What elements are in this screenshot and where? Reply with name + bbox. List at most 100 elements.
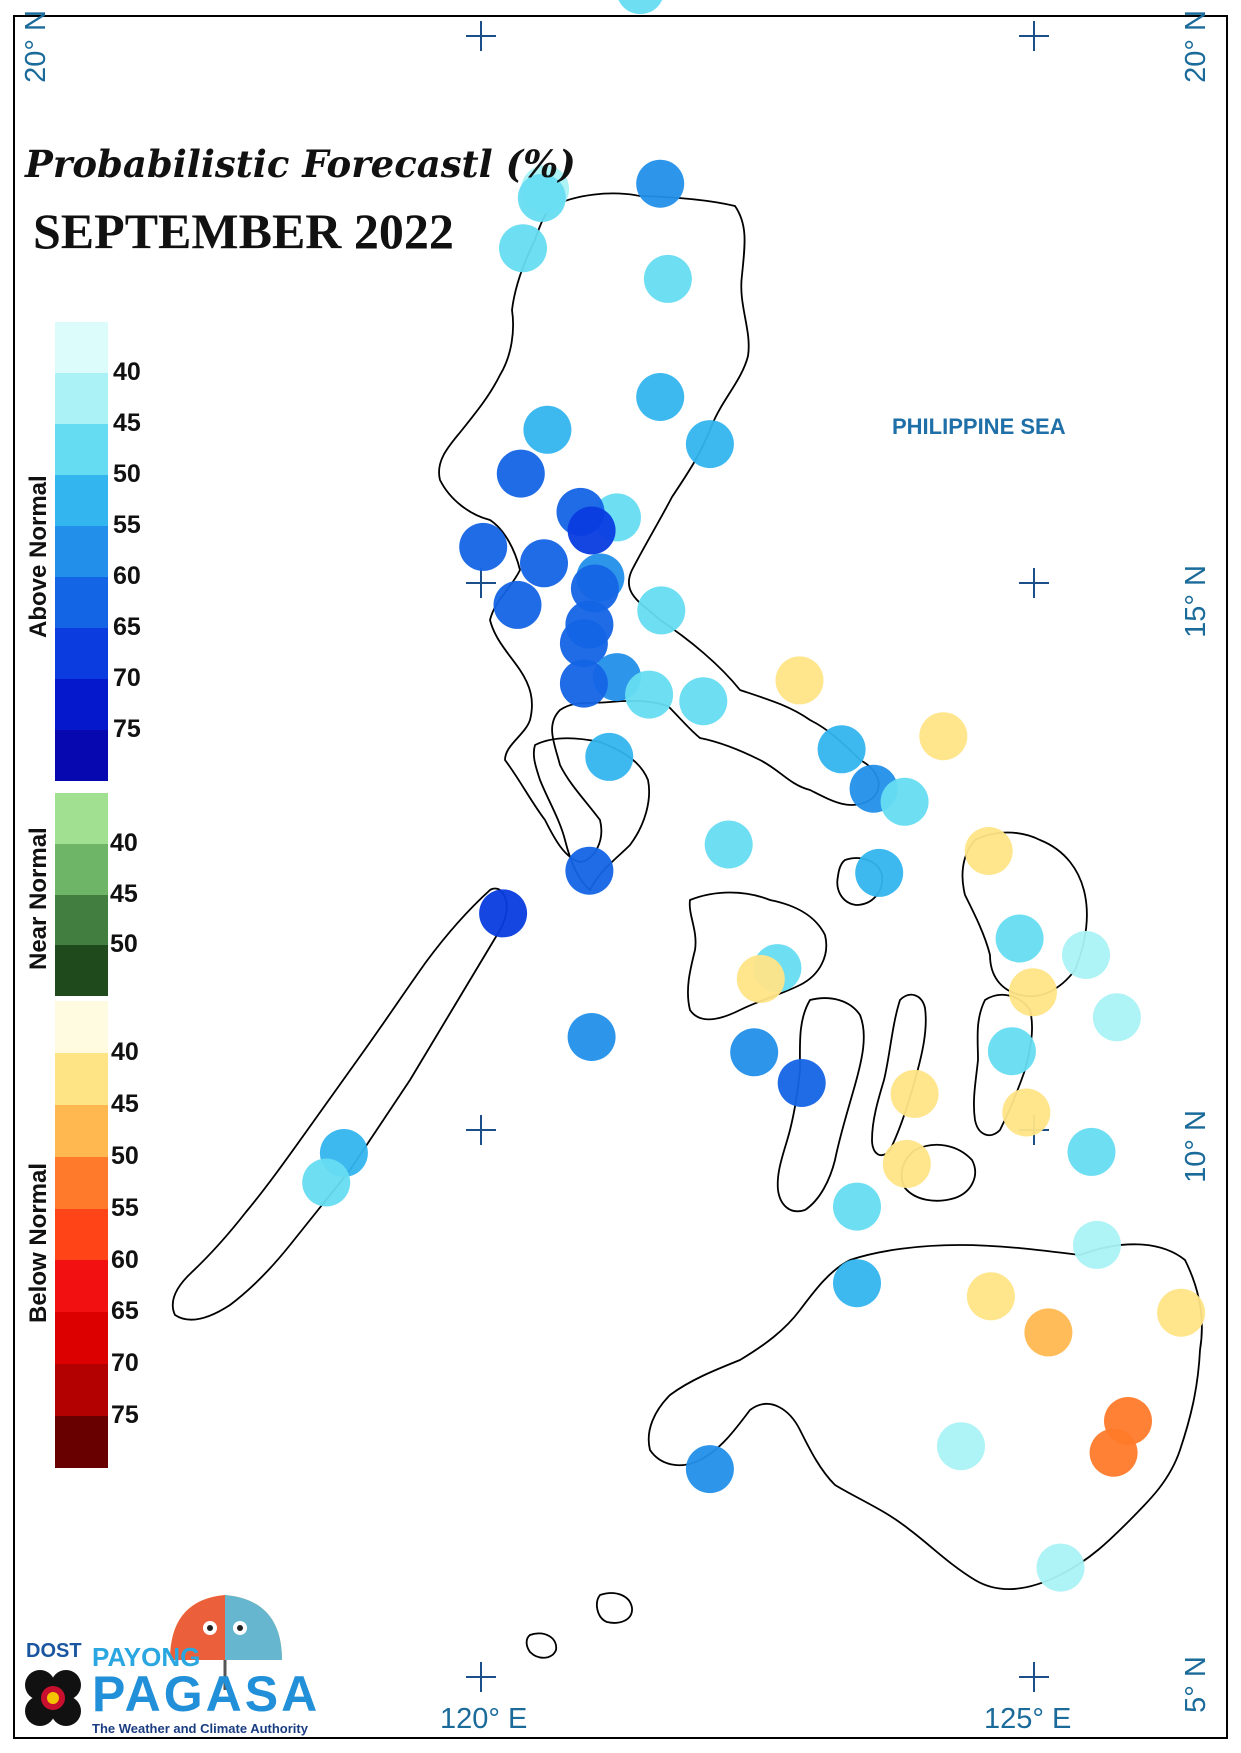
legend-swatch bbox=[55, 475, 108, 526]
legend-tick: 45 bbox=[113, 409, 141, 437]
station-marker bbox=[567, 1013, 616, 1061]
station-marker bbox=[499, 224, 547, 273]
legend-swatch bbox=[55, 424, 108, 475]
station-marker bbox=[496, 449, 545, 498]
station-marker bbox=[302, 1158, 351, 1207]
legend-swatch bbox=[55, 1104, 108, 1157]
station-marker bbox=[987, 1027, 1036, 1076]
station-marker bbox=[817, 725, 866, 774]
dost-label: DOST bbox=[26, 1640, 82, 1662]
station-marker bbox=[966, 1272, 1015, 1321]
legend-tick: 60 bbox=[113, 562, 141, 590]
station-marker bbox=[520, 539, 568, 588]
station-marker bbox=[618, 0, 663, 15]
lon-label-125: 125° E bbox=[984, 1703, 1072, 1735]
station-marker bbox=[1073, 1220, 1121, 1269]
legend-below-normal-label: Below Normal bbox=[25, 1162, 52, 1323]
lat-label-10: 10° N bbox=[1179, 1110, 1212, 1183]
station-marker bbox=[1092, 993, 1141, 1042]
station-marker bbox=[493, 580, 542, 629]
dost-emblem-icon bbox=[25, 1670, 81, 1726]
legend-swatch bbox=[55, 577, 108, 628]
station-marker bbox=[1008, 968, 1057, 1017]
station-markers bbox=[302, 0, 1206, 1592]
station-marker bbox=[559, 619, 608, 668]
station-marker bbox=[882, 1139, 931, 1188]
legend-tick: 50 bbox=[110, 930, 138, 959]
legend-swatch bbox=[55, 894, 108, 946]
station-marker bbox=[833, 1259, 881, 1308]
legend-tick: 40 bbox=[110, 828, 138, 857]
legend-swatch bbox=[55, 322, 108, 373]
station-marker bbox=[685, 420, 734, 469]
legend-tick: 65 bbox=[111, 1297, 139, 1326]
station-marker bbox=[995, 914, 1044, 963]
lat-label-5: 5° N bbox=[1179, 1656, 1212, 1713]
station-marker bbox=[636, 373, 685, 421]
legend-swatch bbox=[55, 1260, 108, 1313]
panay-outline bbox=[687, 891, 828, 1021]
station-marker bbox=[730, 1028, 779, 1077]
station-marker bbox=[1062, 931, 1110, 979]
legend-near-normal-scale bbox=[55, 793, 108, 996]
station-marker bbox=[1089, 1428, 1138, 1477]
map-period: SEPTEMBER 2022 bbox=[33, 203, 454, 259]
station-marker bbox=[459, 522, 508, 571]
station-marker bbox=[637, 586, 686, 635]
legend-tick: 65 bbox=[113, 613, 141, 641]
legend-swatch bbox=[55, 1052, 108, 1105]
legend-swatch bbox=[55, 1208, 108, 1261]
legend-swatch bbox=[55, 1312, 108, 1365]
payong-label: PAYONG bbox=[92, 1642, 201, 1672]
station-marker bbox=[570, 564, 619, 613]
legend-swatch bbox=[55, 628, 108, 679]
station-marker bbox=[777, 1059, 826, 1107]
station-marker bbox=[636, 159, 685, 208]
legend-near-normal-label: Near Normal bbox=[25, 827, 52, 970]
legend-tick: 60 bbox=[111, 1245, 139, 1274]
station-marker bbox=[559, 659, 608, 708]
legend-swatch bbox=[55, 526, 108, 577]
station-marker bbox=[736, 955, 785, 1003]
station-marker bbox=[685, 1445, 734, 1494]
legend-tick: 75 bbox=[111, 1401, 139, 1430]
pagasa-tagline: The Weather and Climate Authority bbox=[92, 1721, 308, 1736]
legend-tick: 45 bbox=[110, 879, 138, 908]
station-marker bbox=[679, 677, 728, 726]
lon-label-120: 120° E bbox=[440, 1703, 528, 1735]
legend-tick: 40 bbox=[113, 358, 141, 386]
legend-swatch bbox=[55, 1364, 108, 1417]
station-marker bbox=[704, 820, 753, 869]
lat-label-20-left: 20° N bbox=[19, 10, 52, 83]
coastline-outline bbox=[171, 192, 1203, 1659]
station-marker bbox=[775, 656, 824, 705]
legend-swatch bbox=[55, 679, 108, 730]
station-marker bbox=[1067, 1127, 1116, 1176]
pagasa-logo: DOST PAYONG PAGASA The Weather and Clima… bbox=[20, 1590, 330, 1740]
sulu-islands-outline bbox=[525, 1592, 633, 1659]
legend-below-normal-scale bbox=[55, 1001, 108, 1469]
station-marker bbox=[565, 846, 614, 895]
legend-above-normal-scale bbox=[55, 322, 108, 781]
pagasa-label: PAGASA bbox=[92, 1666, 321, 1722]
legend-swatch bbox=[55, 843, 108, 895]
legend-tick: 70 bbox=[113, 664, 141, 692]
umbrella-icon bbox=[170, 1595, 282, 1690]
station-marker bbox=[880, 777, 929, 826]
station-marker bbox=[523, 405, 572, 454]
station-marker bbox=[1002, 1088, 1051, 1137]
legend-swatch bbox=[55, 730, 108, 781]
sea-label: PHILIPPINE SEA bbox=[892, 414, 1066, 439]
station-marker bbox=[964, 827, 1013, 875]
station-marker bbox=[937, 1422, 985, 1471]
palawan-outline bbox=[171, 887, 508, 1321]
legend-tick: 50 bbox=[113, 460, 141, 488]
station-marker bbox=[585, 732, 634, 781]
legend-tick: 50 bbox=[111, 1141, 139, 1170]
station-marker bbox=[643, 254, 692, 303]
station-marker bbox=[855, 848, 904, 897]
legend-above-normal-label: Above Normal bbox=[25, 475, 52, 638]
station-marker bbox=[890, 1069, 939, 1118]
legend-swatch bbox=[55, 373, 108, 424]
mindanao-outline bbox=[647, 1243, 1203, 1590]
